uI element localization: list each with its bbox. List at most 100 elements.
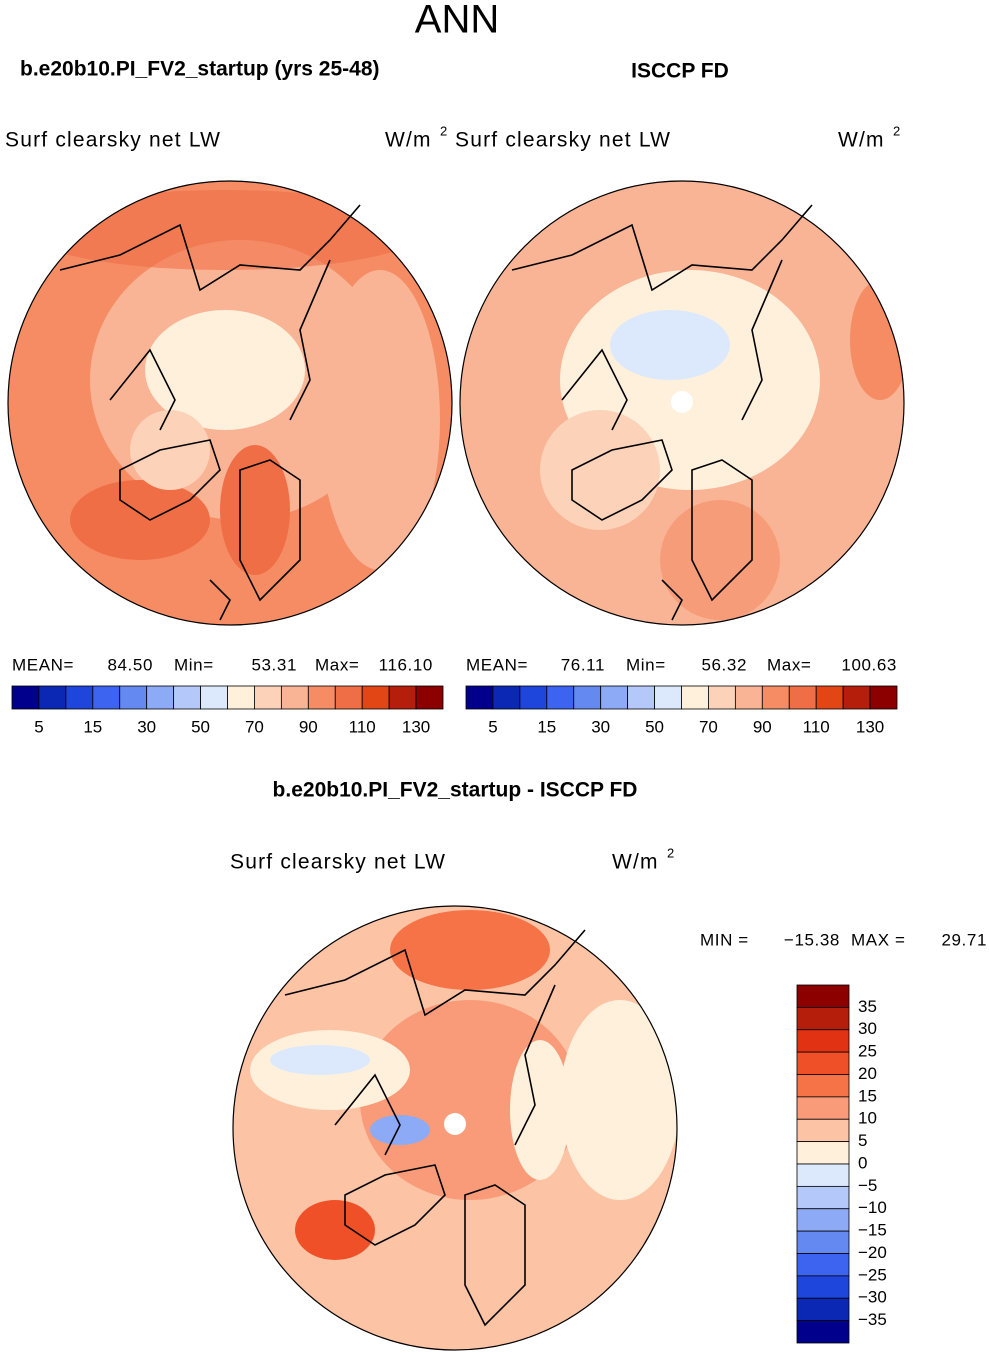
- colorbar-box: [796, 1275, 850, 1299]
- panel-title: b.e20b10.PI_FV2_startup - ISCCP FD: [273, 779, 638, 802]
- stat-label: MAX =: [851, 930, 906, 949]
- stat-value: 84.50: [107, 655, 153, 674]
- colorbar-box: [573, 685, 602, 710]
- colorbar-box: [65, 685, 94, 710]
- colorbar-box: [307, 685, 336, 710]
- colorbar-box: [869, 685, 898, 710]
- units: W/m: [838, 129, 885, 152]
- colorbar-box: [388, 685, 417, 710]
- colorbar-label: 25: [858, 1042, 877, 1061]
- colorbar-label: 15: [83, 717, 102, 736]
- colorbar-label: 0: [858, 1153, 867, 1172]
- units-sup: 2: [440, 123, 447, 138]
- stat-label: Min=: [626, 655, 666, 674]
- colorbar-box: [119, 685, 148, 710]
- variable-label: Surf clearsky net LW: [230, 851, 446, 874]
- colorbar-label: −5: [858, 1176, 877, 1195]
- colorbar-label: 90: [299, 717, 318, 736]
- units-sup: 2: [667, 845, 674, 860]
- colorbar-label: 70: [245, 717, 264, 736]
- colorbar-box: [254, 685, 282, 710]
- colorbar-box: [415, 685, 444, 710]
- colorbar-label: 15: [537, 717, 556, 736]
- figure-title: ANN: [415, 0, 499, 42]
- colorbar-label: 20: [858, 1064, 877, 1083]
- colorbar-box: [796, 1118, 850, 1143]
- colorbar-box: [708, 685, 736, 710]
- colorbar-box: [654, 685, 682, 710]
- stat-value: −15.38: [784, 930, 840, 949]
- colorbar-label: 70: [699, 717, 718, 736]
- stat-value: 76.11: [561, 655, 605, 674]
- colorbar-label: −15: [858, 1221, 887, 1240]
- colorbar-box: [796, 1230, 850, 1254]
- stat-value: 53.31: [251, 655, 297, 674]
- colorbar-box: [334, 685, 363, 710]
- colorbar-box: [146, 685, 175, 710]
- colorbar-box: [796, 1006, 850, 1031]
- colorbar-box: [38, 685, 67, 710]
- stat-value: 56.32: [701, 655, 747, 674]
- map: [8, 181, 452, 625]
- colorbar-label: 10: [858, 1109, 877, 1128]
- colorbar-box: [796, 1163, 850, 1187]
- stat-label: Max=: [767, 655, 811, 674]
- colorbar-box: [227, 685, 255, 710]
- colorbar-label: −25: [858, 1265, 887, 1284]
- colorbar-box: [492, 685, 521, 710]
- colorbar-box: [361, 685, 390, 710]
- colorbar-box: [173, 685, 201, 710]
- colorbar-label: 130: [402, 717, 430, 736]
- colorbar-label: −30: [858, 1288, 887, 1307]
- colorbar-label: 30: [591, 717, 610, 736]
- colorbar-label: 50: [645, 717, 664, 736]
- colorbar-box: [600, 685, 629, 710]
- colorbar-label: 130: [856, 717, 884, 736]
- colorbar-label: 5: [858, 1131, 867, 1150]
- colorbar-box: [627, 685, 655, 710]
- colorbar-label: 110: [349, 717, 376, 736]
- colorbar-label: −35: [858, 1310, 887, 1329]
- colorbar-box: [796, 1208, 850, 1232]
- colorbar-box: [796, 1297, 850, 1322]
- colorbar-box: [796, 1074, 850, 1098]
- colorbar-box: [796, 1141, 850, 1165]
- colorbar-box: [796, 1051, 850, 1075]
- colorbar-label: 90: [753, 717, 772, 736]
- map: [460, 181, 904, 625]
- colorbar-box: [546, 685, 575, 710]
- colorbar-box: [519, 685, 548, 710]
- colorbar-box: [788, 685, 817, 710]
- colorbar-box: [815, 685, 844, 710]
- panel-title: b.e20b10.PI_FV2_startup (yrs 25-48): [20, 58, 380, 81]
- colorbar-label: 15: [858, 1086, 877, 1105]
- colorbar-box: [842, 685, 871, 710]
- colorbar-box: [11, 685, 40, 710]
- colorbar-label: −10: [858, 1198, 887, 1217]
- stat-label: Min=: [174, 655, 214, 674]
- colorbar-box: [796, 984, 850, 1008]
- units: W/m: [385, 129, 432, 152]
- stat-value: 100.63: [841, 655, 897, 674]
- stat-label: Max=: [315, 655, 359, 674]
- stat-label: MIN =: [700, 930, 749, 949]
- colorbar-label: 30: [858, 1019, 877, 1038]
- colorbar-label: 110: [803, 717, 830, 736]
- colorbar-box: [761, 685, 790, 710]
- colorbar-box: [280, 685, 309, 710]
- stat-value: 116.10: [379, 655, 433, 674]
- colorbar-label: 35: [858, 997, 877, 1016]
- panel-title: ISCCP FD: [631, 60, 729, 83]
- variable-label: Surf clearsky net LW: [5, 129, 221, 152]
- colorbar-label: 5: [34, 717, 43, 736]
- colorbar-box: [796, 1096, 850, 1120]
- stat-label: MEAN=: [12, 655, 74, 674]
- colorbar-label: 30: [137, 717, 156, 736]
- colorbar-label: 5: [488, 717, 497, 736]
- colorbar-box: [796, 1320, 850, 1344]
- colorbar-box: [681, 685, 709, 710]
- colorbar-label: −20: [858, 1243, 887, 1262]
- variable-label: Surf clearsky net LW: [455, 129, 671, 152]
- colorbar-box: [796, 1253, 850, 1277]
- units-sup: 2: [893, 123, 900, 138]
